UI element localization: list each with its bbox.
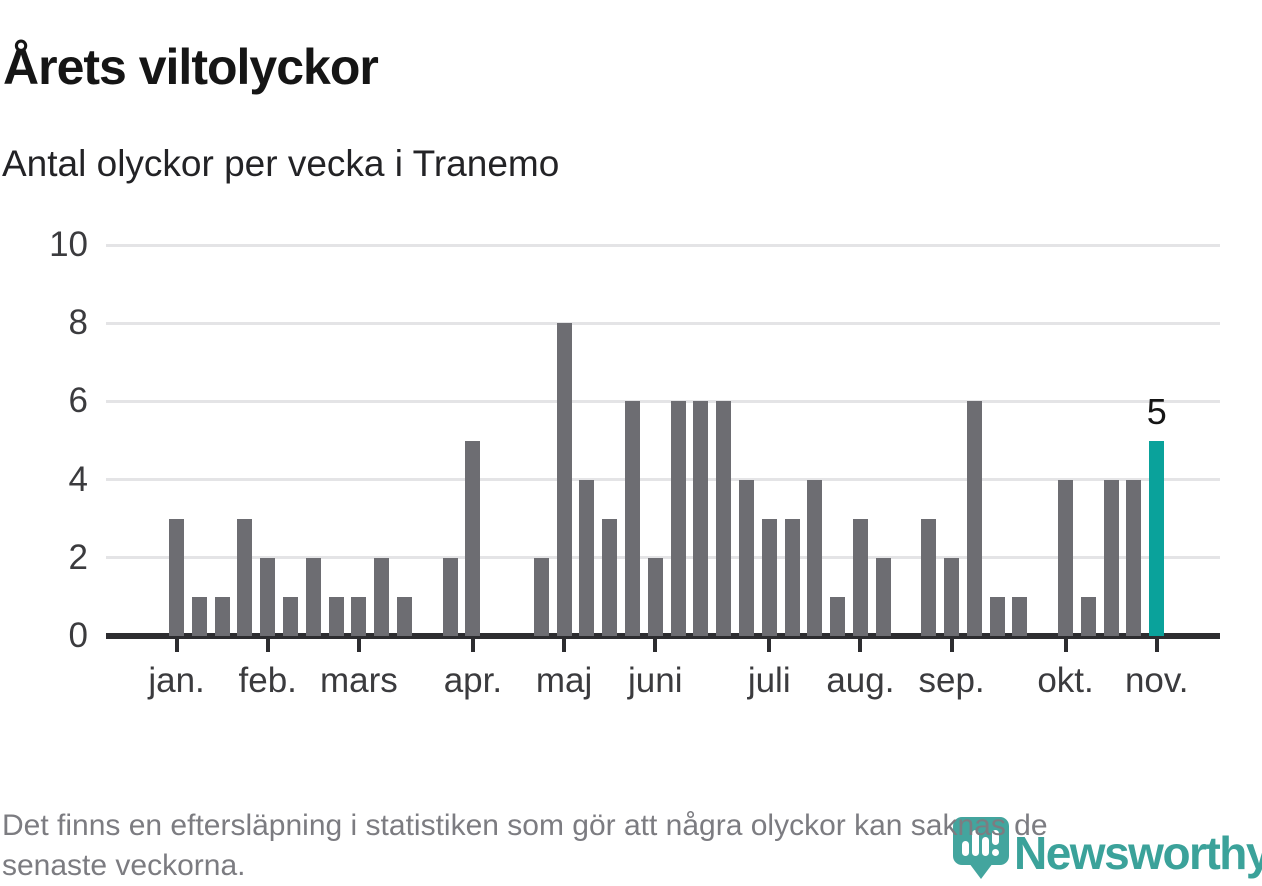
x-tick-mars xyxy=(356,639,361,652)
bar-week-29 xyxy=(807,479,823,636)
newsworthy-wordmark: Newsworthy xyxy=(1014,827,1262,879)
bar-week-30 xyxy=(830,596,846,636)
bar-week-41 xyxy=(1080,596,1096,636)
footnote: Det finns en eftersläpning i statistiken… xyxy=(2,806,1048,886)
x-tick-label-aug: aug. xyxy=(826,661,895,700)
bar-week-3 xyxy=(214,596,230,636)
x-tick-sep xyxy=(949,639,954,652)
bar-week-40 xyxy=(1058,479,1074,636)
x-tick-label-feb: feb. xyxy=(238,661,297,700)
bar-week-9 xyxy=(351,596,367,636)
bar-week-11 xyxy=(397,596,412,636)
bar-week-17 xyxy=(533,557,549,636)
x-tick-label-jan: jan. xyxy=(148,661,205,700)
x-tick-nov xyxy=(1154,639,1159,652)
y-tick-label-8: 8 xyxy=(68,303,88,343)
bar-week-10 xyxy=(374,557,390,636)
bar-week-13 xyxy=(442,557,458,636)
bar-week-7 xyxy=(305,557,321,636)
x-tick-feb xyxy=(265,639,270,652)
gridline-2 xyxy=(106,556,1220,560)
bar-week-4 xyxy=(237,518,253,636)
bar-week-2 xyxy=(191,596,207,636)
bar-week-1 xyxy=(169,518,185,636)
y-tick-label-4: 4 xyxy=(68,459,88,499)
bar-week-26 xyxy=(738,479,754,636)
x-tick-label-nov: nov. xyxy=(1124,661,1189,700)
bar-week-37 xyxy=(989,596,1005,636)
newsworthy-pin-barchart-icon xyxy=(953,817,1009,879)
bar-week-20 xyxy=(602,518,618,636)
x-tick-juni xyxy=(653,639,658,652)
x-axis-line xyxy=(106,633,1220,639)
bar-week-19 xyxy=(579,479,595,636)
x-tick-label-sep: sep. xyxy=(918,661,985,700)
y-tick-label-6: 6 xyxy=(68,381,88,421)
bar-week-24 xyxy=(693,401,709,636)
gridline-4 xyxy=(106,478,1220,482)
chart-title: Årets viltolyckor xyxy=(3,38,379,95)
bar-week-18 xyxy=(556,323,572,636)
y-tick-label-0: 0 xyxy=(68,616,88,655)
bar-week-6 xyxy=(283,596,299,636)
gridline-8 xyxy=(106,321,1220,325)
x-tick-aug xyxy=(858,639,863,652)
x-tick-label-juli: juli xyxy=(747,661,791,700)
chart-subtitle: Antal olyckor per vecka i Tranemo xyxy=(2,143,560,184)
bar-week-44-highlighted xyxy=(1149,440,1165,636)
bar-week-28 xyxy=(784,518,800,636)
bar-week-8 xyxy=(328,596,344,636)
y-tick-label-10: 10 xyxy=(49,225,88,264)
bar-week-34 xyxy=(921,518,937,636)
x-tick-label-mars: mars xyxy=(320,661,398,700)
x-tick-okt xyxy=(1063,639,1068,652)
gridline-6 xyxy=(106,399,1220,403)
bar-week-23 xyxy=(670,401,686,636)
bar-week-36 xyxy=(966,401,982,636)
bar-week-32 xyxy=(875,557,891,636)
x-tick-jan xyxy=(174,639,179,652)
bar-week-35 xyxy=(944,557,960,636)
x-tick-label-maj: maj xyxy=(535,661,593,700)
x-tick-label-juni: juni xyxy=(628,661,683,700)
bar-week-31 xyxy=(852,518,868,636)
x-tick-label-okt: okt. xyxy=(1037,661,1094,700)
x-tick-juli xyxy=(767,639,772,652)
bar-week-21 xyxy=(624,401,640,636)
x-tick-maj xyxy=(562,639,567,652)
footnote-line-1: Det finns en eftersläpning i statistiken… xyxy=(2,809,1048,842)
x-tick-apr xyxy=(470,639,475,652)
footnote-line-2: senaste veckorna. xyxy=(2,849,246,882)
bar-week-22 xyxy=(647,557,663,636)
y-tick-label-2: 2 xyxy=(68,537,88,577)
bar-week-14 xyxy=(465,440,481,636)
gridline-10 xyxy=(106,243,1220,247)
latest-value-label: 5 xyxy=(1146,391,1167,432)
bar-week-42 xyxy=(1103,479,1119,636)
bar-week-27 xyxy=(761,518,777,636)
bar-week-5 xyxy=(260,557,276,636)
x-tick-label-apr: apr. xyxy=(443,661,503,700)
bar-week-43 xyxy=(1126,479,1142,636)
bar-week-38 xyxy=(1012,596,1028,636)
bar-week-25 xyxy=(716,401,732,636)
